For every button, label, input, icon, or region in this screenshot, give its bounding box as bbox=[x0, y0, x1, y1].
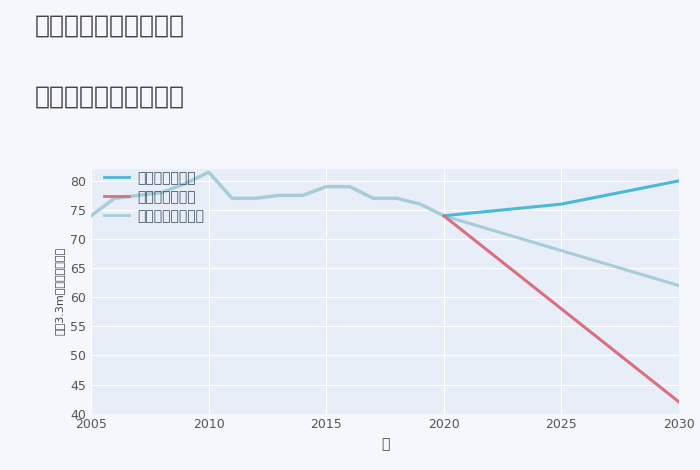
Legend: グッドシナリオ, バッドシナリオ, ノーマルシナリオ: グッドシナリオ, バッドシナリオ, ノーマルシナリオ bbox=[104, 171, 204, 223]
Y-axis label: 坪（3.3m）単価（万円）: 坪（3.3m）単価（万円） bbox=[55, 247, 64, 336]
Text: 中古戸建ての価格推移: 中古戸建ての価格推移 bbox=[35, 85, 185, 109]
Text: 兵庫県姫路市大塩町の: 兵庫県姫路市大塩町の bbox=[35, 14, 185, 38]
X-axis label: 年: 年 bbox=[381, 437, 389, 451]
